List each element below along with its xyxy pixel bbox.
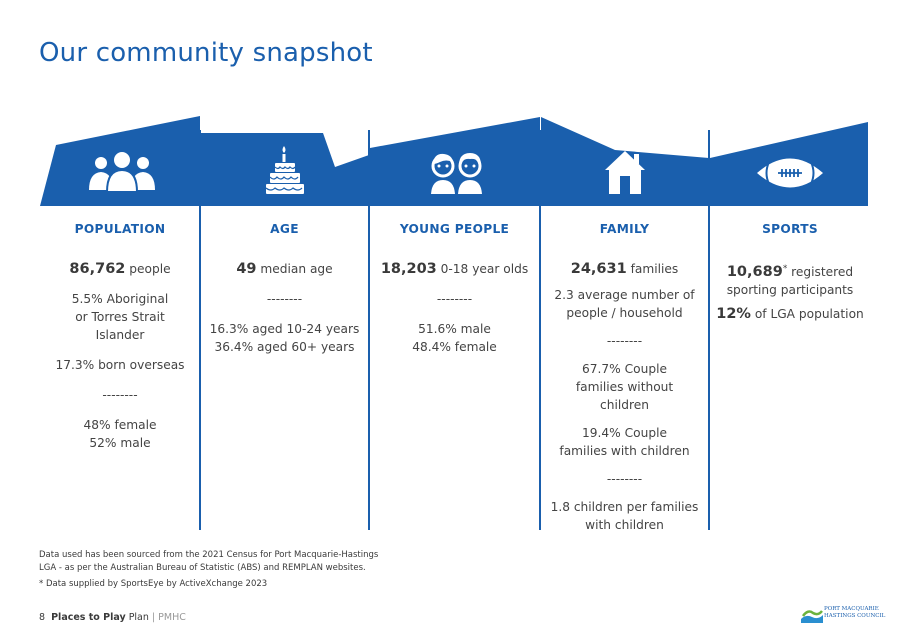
column-divider xyxy=(368,130,370,530)
page-number: 8 xyxy=(39,612,46,623)
age-median-label: median age xyxy=(256,262,333,276)
column-divider xyxy=(539,130,541,530)
children-icon xyxy=(431,153,482,194)
birthday-cake-icon xyxy=(265,146,304,194)
house-icon xyxy=(605,151,645,194)
footer-separator: | xyxy=(148,612,159,623)
logo-line2: HASTINGS COUNCIL xyxy=(824,613,886,619)
page-footer: 8 Places to Play Plan | PMHC xyxy=(39,612,186,623)
family-household: 2.3 average number of people / household xyxy=(554,288,695,320)
family-total-label: families xyxy=(626,262,679,276)
age-separator: -------- xyxy=(266,292,303,306)
family-children-per: 1.8 children per families with children xyxy=(550,500,699,532)
column-divider xyxy=(199,130,201,530)
population-aboriginal: 5.5% Aboriginal or Torres Strait Islande… xyxy=(71,292,169,342)
age-60-plus: 36.4% aged 60+ years xyxy=(214,340,355,354)
young-people-female: 48.4% female xyxy=(412,340,497,354)
young-people-separator: -------- xyxy=(436,292,473,306)
population-male: 52% male xyxy=(89,436,151,450)
population-heading: POPULATION xyxy=(74,222,166,236)
population-separator: -------- xyxy=(102,388,138,402)
people-icon xyxy=(89,152,155,193)
young-people-column: YOUNG PEOPLE 18,203 0-18 year olds -----… xyxy=(370,220,539,366)
football-icon xyxy=(757,158,823,188)
sports-participants-label: registered sporting participants xyxy=(726,265,854,298)
source-footnote: Data used has been sourced from the 2021… xyxy=(39,550,379,573)
family-separator-2: -------- xyxy=(606,472,643,486)
logo-line1: PORT MACQUARIE xyxy=(824,606,879,612)
sports-lga-percent: 12% xyxy=(716,306,751,323)
population-total-label: people xyxy=(125,262,171,276)
young-people-male: 51.6% male xyxy=(418,322,491,336)
young-people-total-label: 0-18 year olds xyxy=(436,262,529,276)
family-total: 24,631 xyxy=(570,261,627,277)
family-column: FAMILY 24,631 families 2.3 average numbe… xyxy=(541,220,708,544)
council-logo xyxy=(801,610,823,623)
sports-column: SPORTS 10,689* registered sporting parti… xyxy=(710,220,870,333)
family-couple-children: 19.4% Couple families with children xyxy=(559,426,690,458)
family-separator-1: -------- xyxy=(606,334,643,348)
family-heading: FAMILY xyxy=(599,222,650,236)
young-people-total: 18,203 xyxy=(380,261,437,277)
doc-title-bold: Places to Play xyxy=(51,612,126,623)
age-median: 49 xyxy=(236,261,257,277)
doc-title-rest: Plan xyxy=(125,612,149,623)
population-total: 86,762 xyxy=(69,261,126,277)
sports-footnote: * Data supplied by SportsEye by ActiveXc… xyxy=(39,579,268,589)
population-female: 48% female xyxy=(83,418,157,432)
population-column: POPULATION 86,762 people 5.5% Aboriginal… xyxy=(40,220,200,462)
sports-asterisk: * xyxy=(782,264,788,274)
footer-org: PMHC xyxy=(158,612,186,623)
age-10-24: 16.3% aged 10-24 years xyxy=(209,322,360,336)
page-title: Our community snapshot xyxy=(39,38,373,68)
age-column: AGE 49 median age -------- 16.3% aged 10… xyxy=(201,220,368,366)
logo-text: PORT MACQUARIE HASTINGS COUNCIL xyxy=(824,606,885,620)
young-people-heading: YOUNG PEOPLE xyxy=(399,222,510,236)
age-heading: AGE xyxy=(270,222,299,236)
family-couple-no-children: 67.7% Couple families without children xyxy=(575,362,674,412)
population-overseas: 17.3% born overseas xyxy=(55,358,185,372)
sports-heading: SPORTS xyxy=(762,222,818,236)
sports-lga-label: of LGA population xyxy=(750,307,864,322)
column-divider xyxy=(708,130,710,530)
sports-participants: 10,689 xyxy=(726,264,783,281)
